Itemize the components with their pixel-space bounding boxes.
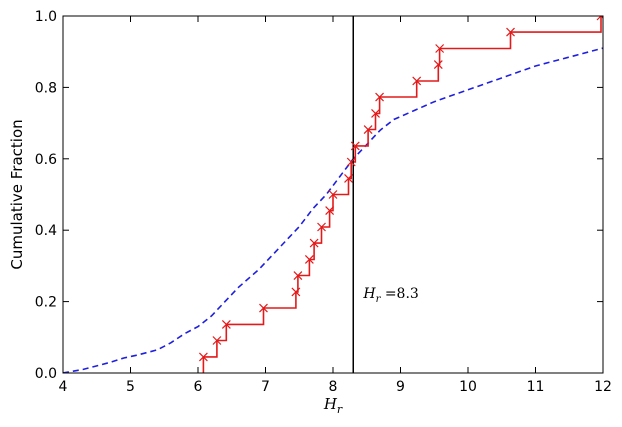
step-marker	[317, 222, 326, 232]
step-marker	[304, 255, 314, 264]
y-tick-label: 0.4	[35, 223, 57, 239]
step-marker	[212, 336, 222, 345]
y-tick-label: 0.2	[35, 295, 57, 311]
y-axis-label: Cumulative Fraction	[8, 119, 26, 269]
step-marker	[375, 92, 384, 102]
step-marker	[350, 141, 360, 151]
annotation-hr: Hr =8.3	[362, 286, 418, 305]
step-marker	[259, 303, 268, 313]
step-marker	[433, 60, 443, 69]
step-marker	[435, 44, 445, 53]
x-tick-label: 5	[126, 379, 135, 395]
y-tick-label: 1.0	[35, 9, 57, 25]
step-marker	[412, 76, 422, 86]
step-marker	[291, 287, 301, 297]
step-marker	[371, 109, 380, 118]
x-tick-label: 9	[396, 379, 405, 395]
plot-frame	[62, 15, 604, 374]
y-tick-label: 0.6	[35, 152, 57, 168]
step-marker	[596, 16, 603, 21]
x-tick-label: 8	[329, 379, 338, 395]
x-tick-label: 7	[261, 379, 270, 395]
x-tick-label: 10	[459, 379, 477, 395]
step-cdf-line	[202, 16, 603, 373]
step-marker	[293, 271, 303, 280]
x-tick-label: 11	[527, 379, 545, 395]
ticks-layer: 4 5 6 7 8 9 10 11 12 0.0 0.2 0.4 0.6 0.8 1.0	[35, 9, 612, 395]
step-marker	[198, 352, 208, 362]
step-marker	[325, 206, 335, 215]
step-marker	[221, 320, 231, 329]
step-marker	[506, 27, 515, 37]
dashed-cdf-line	[63, 47, 603, 373]
x-tick-label: 12	[594, 379, 612, 395]
step-marker	[309, 238, 319, 248]
step-marker	[346, 157, 356, 167]
x-tick-label: 6	[194, 379, 203, 395]
x-tick-label: 4	[59, 379, 68, 395]
step-marker	[328, 190, 338, 199]
series-layer	[63, 16, 603, 373]
y-tick-label: 0.8	[35, 80, 57, 96]
x-axis-label: Hr	[323, 395, 343, 416]
y-tick-label: 0.0	[35, 366, 57, 382]
step-marker	[344, 174, 353, 183]
step-marker	[363, 125, 373, 134]
